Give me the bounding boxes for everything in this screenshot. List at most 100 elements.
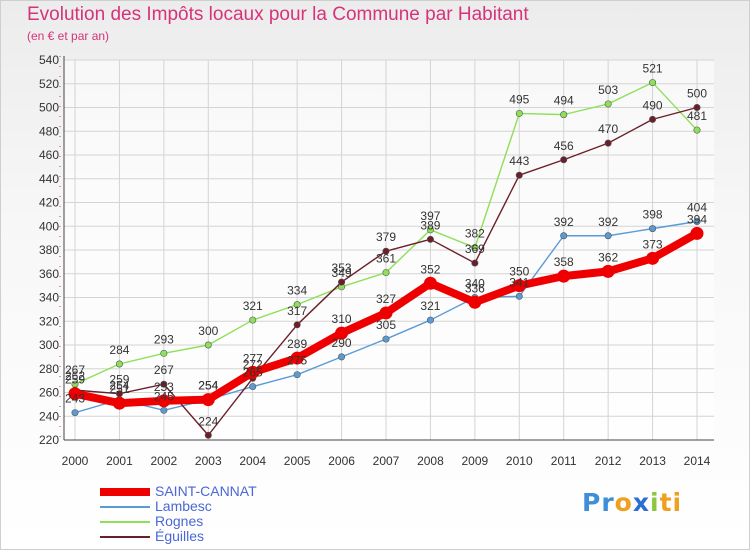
data-point xyxy=(693,104,701,112)
data-label: 224 xyxy=(198,414,218,428)
legend-swatch xyxy=(100,488,150,496)
brand-part: o xyxy=(614,488,633,517)
data-label: 289 xyxy=(287,337,307,351)
data-label: 262 xyxy=(65,369,85,383)
data-point xyxy=(249,383,257,391)
data-point xyxy=(160,406,168,414)
data-point xyxy=(560,156,568,164)
x-tick-label: 2000 xyxy=(62,454,89,468)
y-tick-label: 500 xyxy=(39,101,59,115)
data-label: 245 xyxy=(154,389,174,403)
data-label: 382 xyxy=(465,227,485,241)
data-label: 272 xyxy=(243,357,263,371)
data-point xyxy=(512,279,526,293)
x-tick-label: 2004 xyxy=(239,454,266,468)
data-label: 267 xyxy=(154,363,174,377)
x-tick-label: 2005 xyxy=(284,454,311,468)
brand-part: x xyxy=(632,488,650,517)
x-tick-label: 2003 xyxy=(195,454,222,468)
data-point xyxy=(601,264,615,278)
y-tick-label: 480 xyxy=(39,124,59,138)
data-label: 392 xyxy=(598,215,618,229)
data-point xyxy=(290,351,304,365)
data-label: 490 xyxy=(643,98,663,112)
data-point xyxy=(157,394,171,408)
data-point xyxy=(338,278,346,286)
data-label: 293 xyxy=(154,332,174,346)
data-point xyxy=(515,292,523,300)
y-tick-label: 260 xyxy=(39,386,59,400)
x-tick-label: 2009 xyxy=(462,454,489,468)
x-tick-label: 2001 xyxy=(106,454,133,468)
data-point xyxy=(204,431,212,439)
data-point xyxy=(249,316,257,324)
data-label: 340 xyxy=(465,277,485,291)
x-tick-label: 2011 xyxy=(551,454,577,468)
data-point xyxy=(423,276,437,290)
data-label: 481 xyxy=(687,109,707,123)
data-point xyxy=(693,126,701,134)
data-label: 317 xyxy=(287,304,307,318)
data-point xyxy=(426,226,434,234)
data-label: 397 xyxy=(420,209,440,223)
data-label: 443 xyxy=(509,154,529,168)
y-tick-label: 340 xyxy=(39,291,59,305)
data-label: 379 xyxy=(376,230,396,244)
data-point xyxy=(471,259,479,267)
y-tick-label: 400 xyxy=(39,219,59,233)
labels-rognes: 267 284 293 300 321 334 349 361 397 382 495 494 503 5… xyxy=(65,62,707,378)
data-label: 350 xyxy=(509,265,529,279)
y-tick-label: 300 xyxy=(39,338,59,352)
data-label: 305 xyxy=(376,318,396,332)
data-label: 470 xyxy=(598,122,618,136)
data-point xyxy=(426,235,434,243)
chart-title: Evolution des Impôts locaux pour la Comm… xyxy=(27,4,529,25)
data-point xyxy=(338,353,346,361)
data-label: 284 xyxy=(109,343,129,357)
data-point xyxy=(515,109,523,117)
data-label: 310 xyxy=(332,312,352,326)
data-label: 352 xyxy=(420,262,440,276)
data-point xyxy=(560,111,568,119)
data-label: 336 xyxy=(465,281,485,295)
brand-part: i xyxy=(649,488,660,517)
y-tick-label: 540 xyxy=(39,53,59,67)
data-label: 494 xyxy=(554,94,574,108)
data-point xyxy=(246,365,260,379)
data-label: 251 xyxy=(109,382,129,396)
data-point xyxy=(560,232,568,240)
data-label: 521 xyxy=(643,62,663,76)
data-point xyxy=(604,100,612,108)
series-saint-cannat xyxy=(68,226,704,410)
data-point xyxy=(293,301,301,309)
data-point xyxy=(649,225,657,233)
y-tick-label: 280 xyxy=(39,362,59,376)
data-point xyxy=(649,79,657,87)
data-point xyxy=(112,396,126,410)
data-point xyxy=(335,326,349,340)
data-label: 259 xyxy=(65,373,85,387)
data-point xyxy=(604,232,612,240)
data-point xyxy=(160,349,168,357)
data-label: 456 xyxy=(554,139,574,153)
data-label: 321 xyxy=(243,299,263,313)
data-label: 254 xyxy=(109,379,129,393)
y-tick-label: 520 xyxy=(39,77,59,91)
x-tick-label: 2002 xyxy=(151,454,178,468)
brand-part: Pr xyxy=(582,488,615,517)
data-point xyxy=(201,393,215,407)
data-point xyxy=(382,335,390,343)
data-point xyxy=(471,244,479,252)
data-point xyxy=(557,269,571,283)
x-tick-label: 2007 xyxy=(373,454,400,468)
legend-label: Éguilles xyxy=(155,528,205,544)
data-point xyxy=(115,360,123,368)
data-label: 503 xyxy=(598,83,618,97)
x-tick-label: 2006 xyxy=(328,454,355,468)
data-point xyxy=(68,387,82,401)
labels-lambesc: 243 254 245 254 265 275 290 305 321 340 341 392 392 3… xyxy=(65,201,707,406)
data-label: 254 xyxy=(198,379,218,393)
data-label: 358 xyxy=(554,255,574,269)
y-tick-label: 220 xyxy=(39,433,59,447)
